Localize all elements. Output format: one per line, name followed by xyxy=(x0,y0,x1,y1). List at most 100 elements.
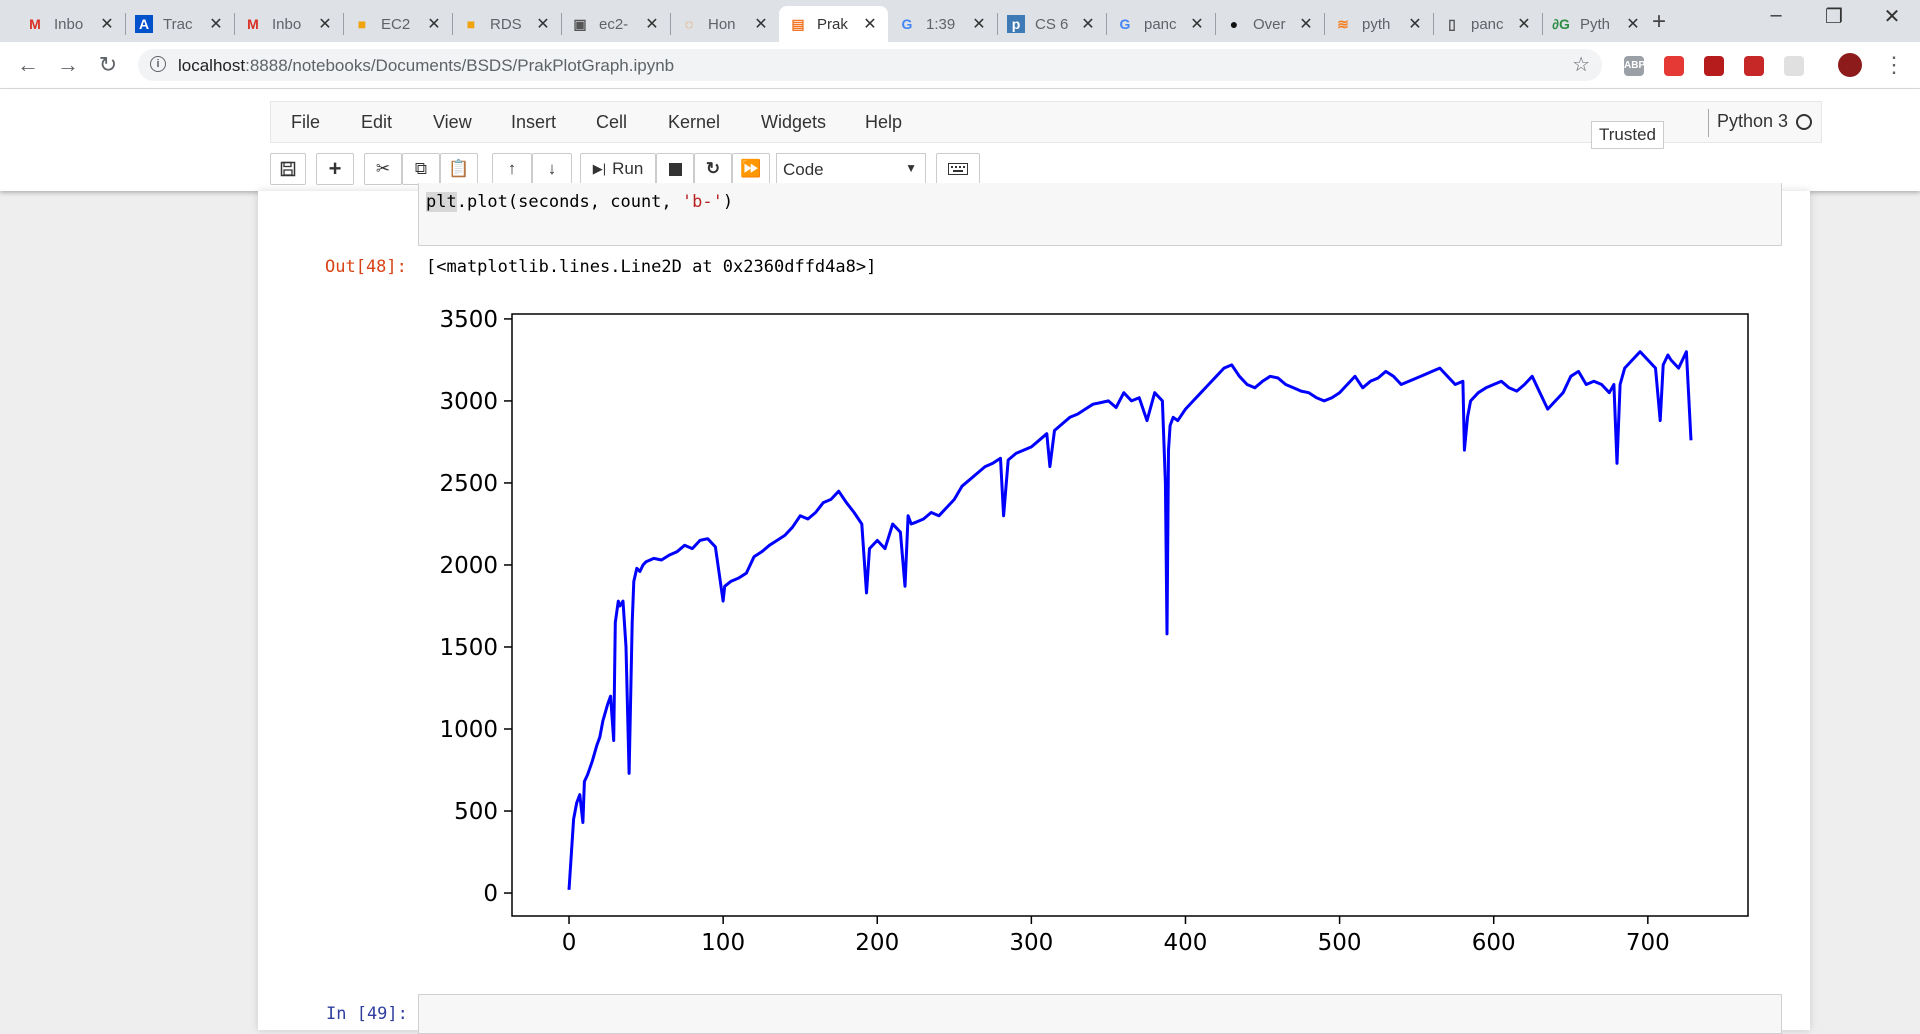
browser-tab[interactable]: G 1:39 ✕ xyxy=(888,6,997,42)
close-tab-icon[interactable]: ✕ xyxy=(1408,16,1422,33)
browser-tab[interactable]: ▣ ec2- ✕ xyxy=(561,6,670,42)
jupyter-icon: ▤ xyxy=(791,15,805,32)
menu-insert[interactable]: Insert xyxy=(511,112,557,132)
trusted-badge[interactable]: Trusted xyxy=(1591,121,1665,149)
extension-icon[interactable] xyxy=(1784,56,1804,76)
extension-icon[interactable]: ABP xyxy=(1624,56,1645,76)
extension-icon[interactable] xyxy=(1664,56,1684,76)
y-tick-label: 1000 xyxy=(439,717,498,743)
paste-button[interactable]: 📋 xyxy=(440,153,478,185)
geeks-icon: ∂G xyxy=(1552,16,1570,32)
caret-down-icon: ▼ xyxy=(905,161,917,175)
new-tab-button[interactable]: + xyxy=(1652,8,1667,35)
fast-forward-icon: ⏩ xyxy=(740,159,762,178)
address-bar[interactable]: i localhost:8888/notebooks/Documents/BSD… xyxy=(138,49,1602,81)
jupyter-header: File Edit View Insert Cell Kernel Widgets Help … xyxy=(0,89,1920,191)
browser-tab[interactable]: ● Over ✕ xyxy=(1215,6,1324,42)
browser-tab[interactable]: ■ RDS ✕ xyxy=(452,6,561,42)
close-tab-icon[interactable]: ✕ xyxy=(318,16,332,33)
minimize-icon[interactable]: – xyxy=(1770,4,1782,26)
kernel-name[interactable]: Python 3 xyxy=(1717,111,1789,131)
forward-icon[interactable]: → xyxy=(57,52,79,77)
reload-icon[interactable]: ↻ xyxy=(98,52,118,77)
tab-separator xyxy=(234,13,235,35)
close-tab-icon[interactable]: ✕ xyxy=(972,16,986,33)
close-tab-icon[interactable]: ✕ xyxy=(1081,16,1095,33)
restore-icon[interactable]: ❐ xyxy=(1825,6,1843,28)
browser-tab[interactable]: p CS 6 ✕ xyxy=(997,6,1106,42)
insert-cell-button[interactable]: + xyxy=(316,153,354,185)
close-tab-icon[interactable]: ✕ xyxy=(1517,16,1531,33)
menu-edit[interactable]: Edit xyxy=(361,112,393,132)
close-tab-icon[interactable]: ✕ xyxy=(100,16,114,33)
y-tick-label: 3500 xyxy=(439,307,498,333)
close-tab-icon[interactable]: ✕ xyxy=(209,16,223,33)
restart-button[interactable]: ↻ xyxy=(694,153,732,185)
cut-button[interactable]: ✂ xyxy=(364,153,402,185)
url-text[interactable]: localhost:8888/notebooks/Documents/BSDS/… xyxy=(178,56,674,76)
run-button[interactable]: ▶| Run xyxy=(580,153,656,185)
avatar[interactable] xyxy=(1838,53,1862,77)
atlassian-icon: A xyxy=(135,15,153,33)
close-window-icon[interactable]: ✕ xyxy=(1883,6,1901,28)
extension-icon[interactable] xyxy=(1744,56,1764,76)
menu-kernel[interactable]: Kernel xyxy=(668,112,721,132)
menu-view[interactable]: View xyxy=(433,112,472,132)
browser-tab[interactable]: ■ EC2 ✕ xyxy=(343,6,452,42)
cell-type-select[interactable]: Code ▼ xyxy=(776,153,926,185)
browser-tab[interactable]: M Inbo ✕ xyxy=(234,6,343,42)
code-cell[interactable] xyxy=(418,183,1782,246)
close-tab-icon[interactable]: ✕ xyxy=(754,16,768,33)
x-tick-label: 700 xyxy=(1626,930,1670,956)
back-icon[interactable]: ← xyxy=(17,52,39,77)
browser-tab[interactable]: ≋ pyth ✕ xyxy=(1324,6,1433,42)
save-button[interactable] xyxy=(270,153,306,185)
close-tab-icon[interactable]: ✕ xyxy=(536,16,550,33)
restart-run-all-button[interactable]: ⏩ xyxy=(732,153,770,185)
tab-separator xyxy=(125,13,126,35)
browser-tab[interactable]: M Inbo ✕ xyxy=(16,6,125,42)
browser-tab[interactable]: ◌ Hon ✕ xyxy=(670,6,779,42)
stop-icon xyxy=(668,162,682,176)
browser-menu-icon[interactable]: ⋮ xyxy=(1883,52,1905,77)
empty-code-cell[interactable] xyxy=(418,994,1782,1034)
x-tick-label: 0 xyxy=(562,930,577,956)
bookmark-star-icon[interactable]: ☆ xyxy=(1572,54,1590,76)
move-down-button[interactable]: ↓ xyxy=(532,153,572,185)
info-icon[interactable]: i xyxy=(150,56,166,72)
github-icon: ● xyxy=(1229,16,1239,32)
command-palette-button[interactable] xyxy=(936,153,980,185)
browser-tab[interactable]: A Trac ✕ xyxy=(125,6,234,42)
browser-tab-label: Over xyxy=(1253,15,1286,33)
menu-file[interactable]: File xyxy=(291,112,321,132)
browser-tab-label: RDS xyxy=(490,15,522,33)
menu-widgets[interactable]: Widgets xyxy=(761,112,827,132)
code-line[interactable]: plt.plot(seconds, count, 'b-') xyxy=(426,192,733,212)
browser-tab-label: ec2- xyxy=(599,15,629,33)
tab-separator xyxy=(452,13,453,35)
browser-tab-label: panc xyxy=(1144,15,1177,33)
x-tick-label: 200 xyxy=(855,930,899,956)
move-up-button[interactable]: ↑ xyxy=(492,153,532,185)
copy-button[interactable]: ⧉ xyxy=(402,153,440,185)
browser-tab[interactable]: ▤ Prak ✕ xyxy=(779,6,888,42)
menu-help[interactable]: Help xyxy=(865,112,903,132)
browser-tab-label: Trac xyxy=(163,15,193,33)
loading-icon: ◌ xyxy=(684,16,694,32)
interrupt-button[interactable] xyxy=(656,153,694,185)
close-tab-icon[interactable]: ✕ xyxy=(1299,16,1313,33)
browser-tab[interactable]: ▯ panc ✕ xyxy=(1433,6,1542,42)
close-tab-icon[interactable]: ✕ xyxy=(645,16,659,33)
step-forward-icon: ▶| xyxy=(592,161,607,176)
y-tick-label: 2500 xyxy=(439,471,498,497)
close-tab-icon[interactable]: ✕ xyxy=(1190,16,1204,33)
tab-separator xyxy=(1106,13,1107,35)
close-tab-icon[interactable]: ✕ xyxy=(863,16,877,33)
browser-tab[interactable]: ∂G Pyth ✕ xyxy=(1542,6,1651,42)
close-tab-icon[interactable]: ✕ xyxy=(427,16,441,33)
extension-icon[interactable] xyxy=(1704,56,1724,76)
menu-cell[interactable]: Cell xyxy=(596,112,628,132)
close-tab-icon[interactable]: ✕ xyxy=(1626,16,1640,33)
y-tick-label: 2000 xyxy=(439,553,498,579)
